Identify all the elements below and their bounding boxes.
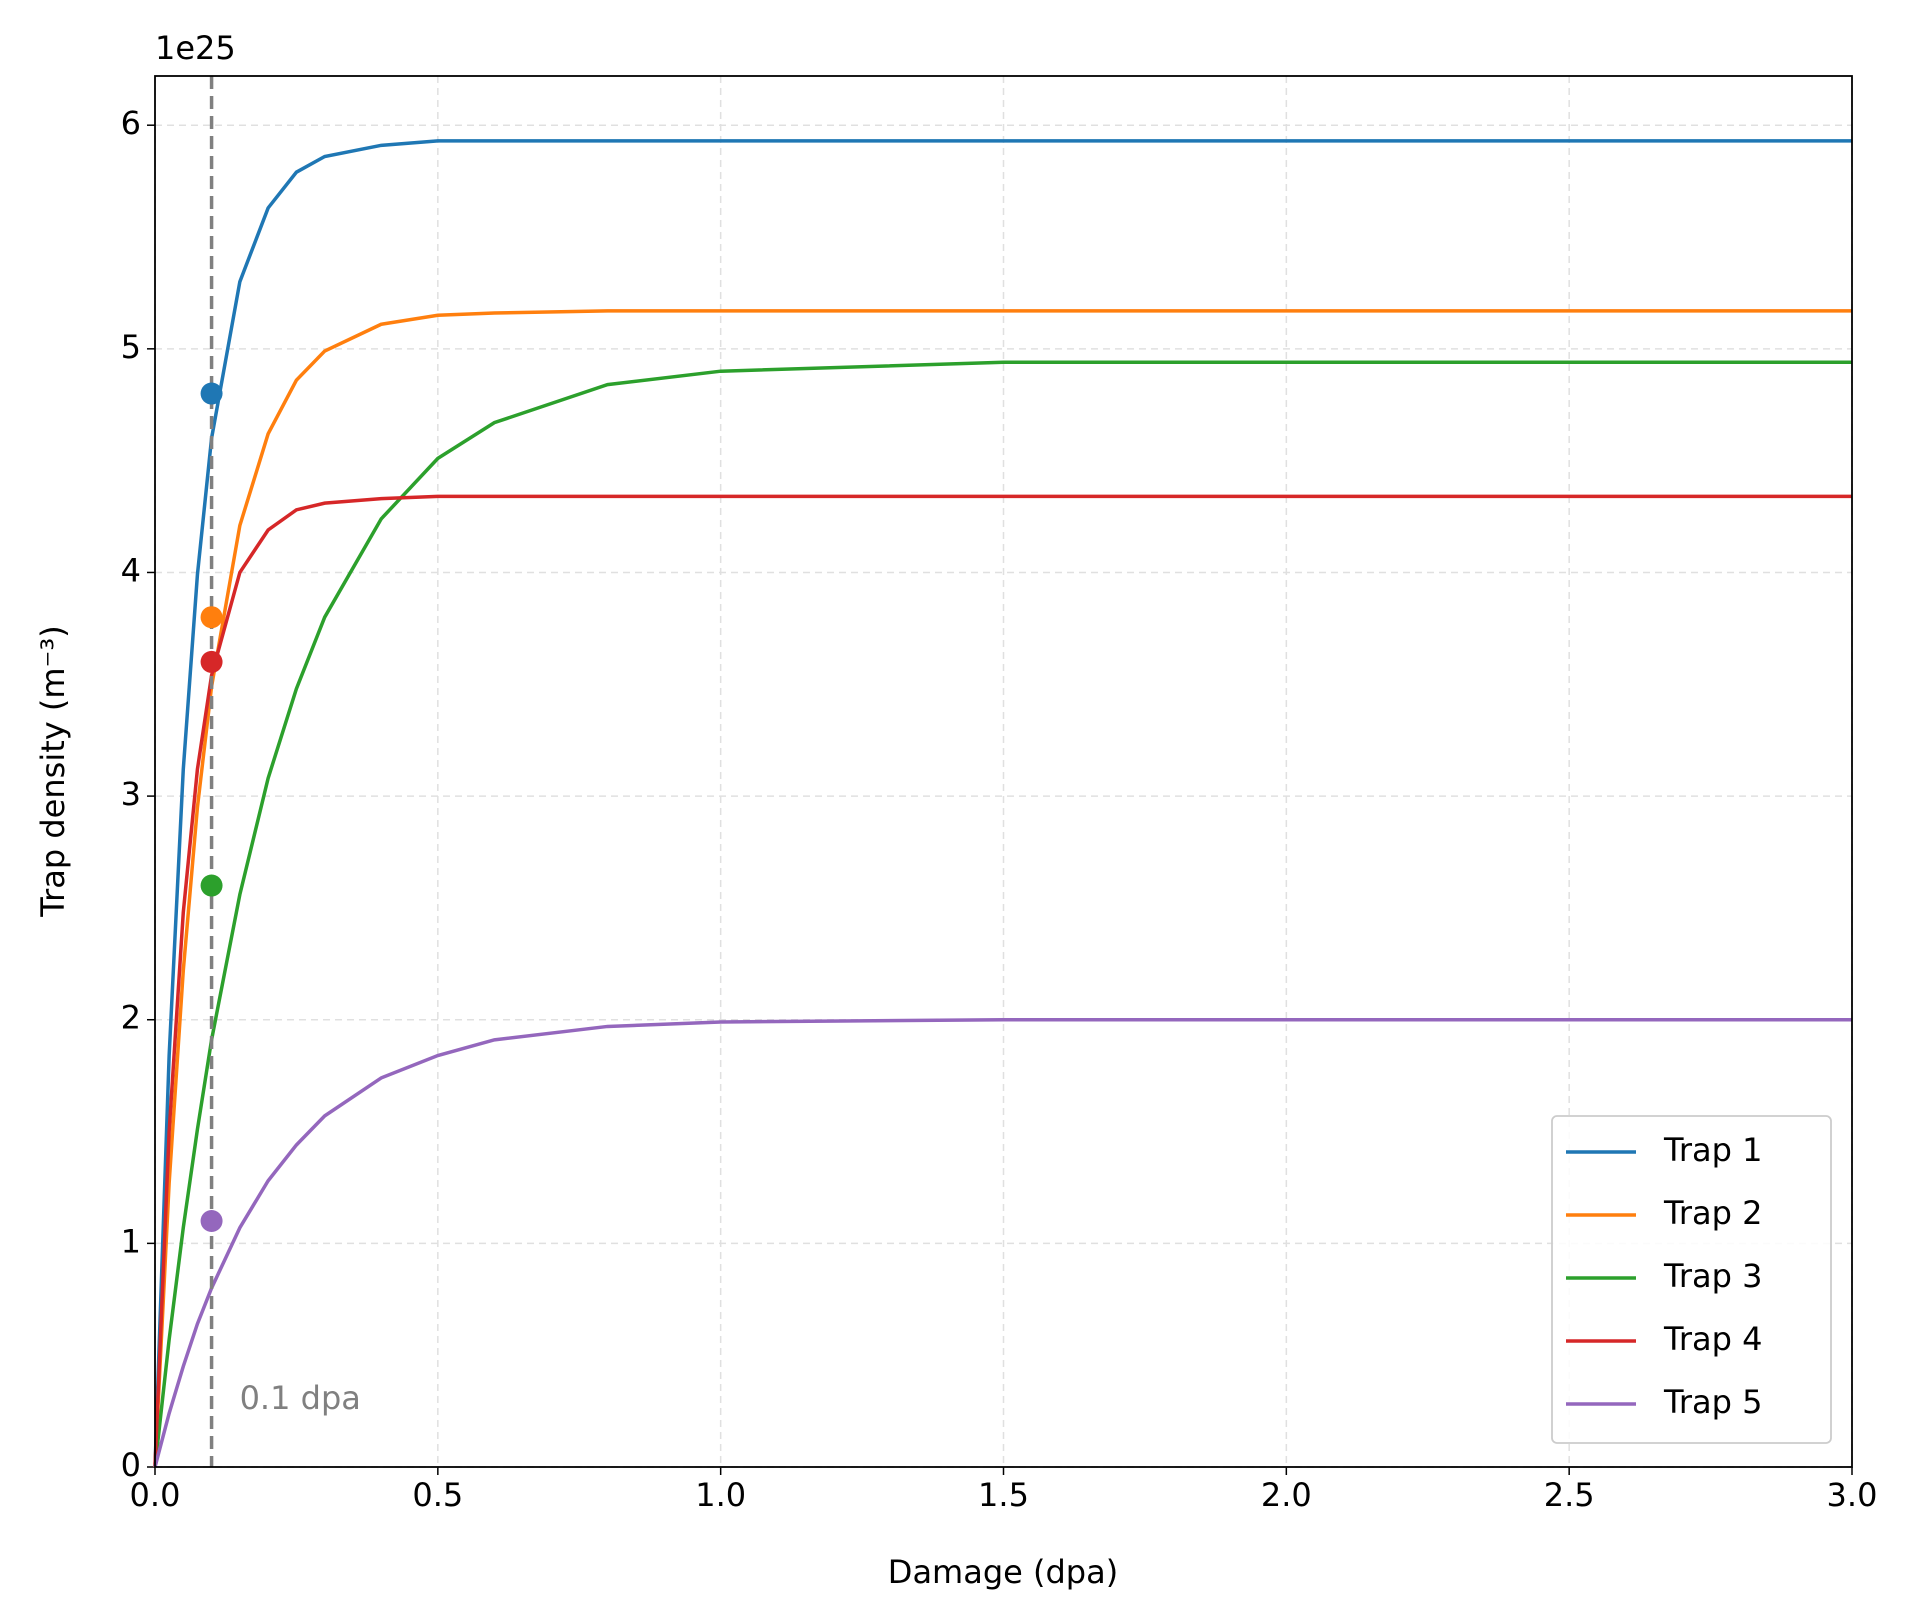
legend-label: Trap 4 — [1663, 1320, 1762, 1358]
x-tick-label: 1.5 — [978, 1476, 1029, 1514]
legend-box — [1551, 1115, 1832, 1444]
x-tick-label: 0.5 — [412, 1476, 463, 1514]
legend-label: Trap 1 — [1663, 1131, 1762, 1169]
x-tick-label: 2.5 — [1544, 1476, 1595, 1514]
y-tick-label: 3 — [121, 775, 141, 813]
x-axis-label: Damage (dpa) — [888, 1553, 1118, 1591]
legend-label: Trap 5 — [1663, 1383, 1762, 1421]
series-line — [153, 360, 1852, 1468]
y-axis-label: Trap density (m⁻³) — [34, 625, 72, 917]
marker — [200, 1210, 223, 1233]
legend-label: Trap 2 — [1663, 1194, 1762, 1232]
plot-frame — [154, 75, 1853, 1468]
y-tick-label: 2 — [121, 999, 141, 1037]
y-tick-label: 0 — [121, 1446, 141, 1484]
series-line — [153, 309, 1852, 1468]
marker — [200, 650, 223, 673]
series-line — [153, 1017, 1852, 1468]
annotation: 0.1 dpa — [240, 1379, 361, 1417]
legend-label: Trap 3 — [1663, 1257, 1762, 1295]
series-line — [153, 494, 1852, 1468]
y-tick-label: 6 — [121, 104, 141, 142]
y-tick-label: 4 — [121, 551, 141, 589]
y-tick-label: 5 — [121, 328, 141, 366]
y-tick-label: 1 — [121, 1222, 141, 1260]
series-line — [153, 139, 1852, 1468]
marker — [200, 606, 223, 629]
x-tick-label: 1.0 — [695, 1476, 746, 1514]
axis-offset: 1e25 — [155, 29, 236, 67]
x-tick-label: 3.0 — [1827, 1476, 1878, 1514]
x-tick-label: 2.0 — [1261, 1476, 1312, 1514]
x-tick-label: 0.0 — [130, 1476, 181, 1514]
marker — [200, 382, 223, 405]
marker — [200, 874, 223, 897]
legend: Trap 1 Trap 2 Trap 3 Trap 4 Trap 5 — [1551, 1115, 1832, 1444]
